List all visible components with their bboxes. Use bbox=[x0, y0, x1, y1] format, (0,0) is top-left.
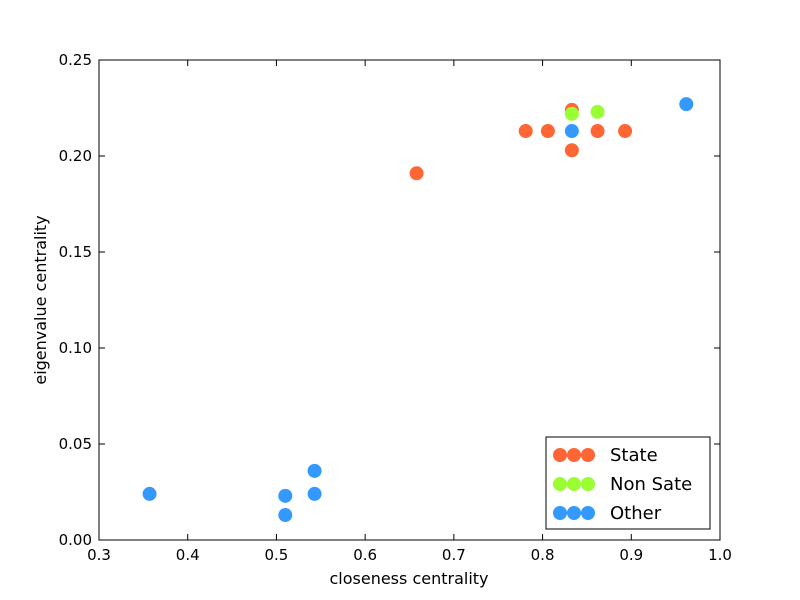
point-other bbox=[679, 97, 694, 112]
point-state bbox=[618, 124, 633, 139]
y-axis-label: eigenvalue centrality bbox=[31, 215, 50, 384]
data-points bbox=[142, 97, 694, 523]
legend-marker-other bbox=[581, 506, 595, 520]
legend-marker-state bbox=[581, 448, 595, 462]
x-tick-label: 0.3 bbox=[87, 546, 111, 564]
point-non-sate bbox=[590, 104, 605, 119]
legend: State Non Sate Other bbox=[545, 436, 711, 530]
point-other bbox=[564, 124, 579, 139]
y-tick-label: 0.05 bbox=[59, 435, 92, 453]
y-tick-label: 0.00 bbox=[59, 531, 92, 549]
point-state bbox=[590, 124, 605, 139]
legend-label-state: State bbox=[610, 445, 658, 466]
legend-marker-non-sate bbox=[553, 477, 567, 491]
point-state bbox=[540, 124, 555, 139]
x-tick-label: 0.5 bbox=[264, 546, 288, 564]
x-tick-label: 0.6 bbox=[353, 546, 377, 564]
legend-marker-state bbox=[567, 448, 581, 462]
x-tick-label: 0.8 bbox=[531, 546, 555, 564]
point-other bbox=[142, 486, 157, 501]
plot-frame bbox=[98, 59, 721, 541]
point-other bbox=[278, 508, 293, 523]
y-tick-label: 0.25 bbox=[59, 51, 92, 69]
legend-marker-other bbox=[567, 506, 581, 520]
point-state bbox=[409, 166, 424, 181]
x-axis-label: closeness centrality bbox=[329, 569, 488, 588]
y-tick-label: 0.20 bbox=[59, 147, 92, 165]
x-tick-label: 0.7 bbox=[442, 546, 466, 564]
legend-marker-non-sate bbox=[581, 477, 595, 491]
legend-marker-state bbox=[553, 448, 567, 462]
point-other bbox=[307, 486, 322, 501]
x-tick-label: 0.4 bbox=[176, 546, 200, 564]
legend-marker-non-sate bbox=[567, 477, 581, 491]
point-state bbox=[518, 124, 533, 139]
x-tick-label: 1.0 bbox=[708, 546, 732, 564]
point-state bbox=[564, 143, 579, 158]
x-tick-label: 0.9 bbox=[619, 546, 643, 564]
legend-label-non-sate: Non Sate bbox=[610, 474, 692, 495]
axis-tick-labels: 0.3 0.4 0.5 0.6 0.7 0.8 0.9 1.0 0.00 0.05 0.10 0.15… bbox=[59, 51, 732, 564]
point-other bbox=[307, 463, 322, 478]
legend-label-other: Other bbox=[610, 503, 662, 524]
y-tick-label: 0.10 bbox=[59, 339, 92, 357]
point-other bbox=[278, 488, 293, 503]
y-tick-label: 0.15 bbox=[59, 243, 92, 261]
legend-marker-other bbox=[553, 506, 567, 520]
point-non-sate bbox=[564, 106, 579, 121]
